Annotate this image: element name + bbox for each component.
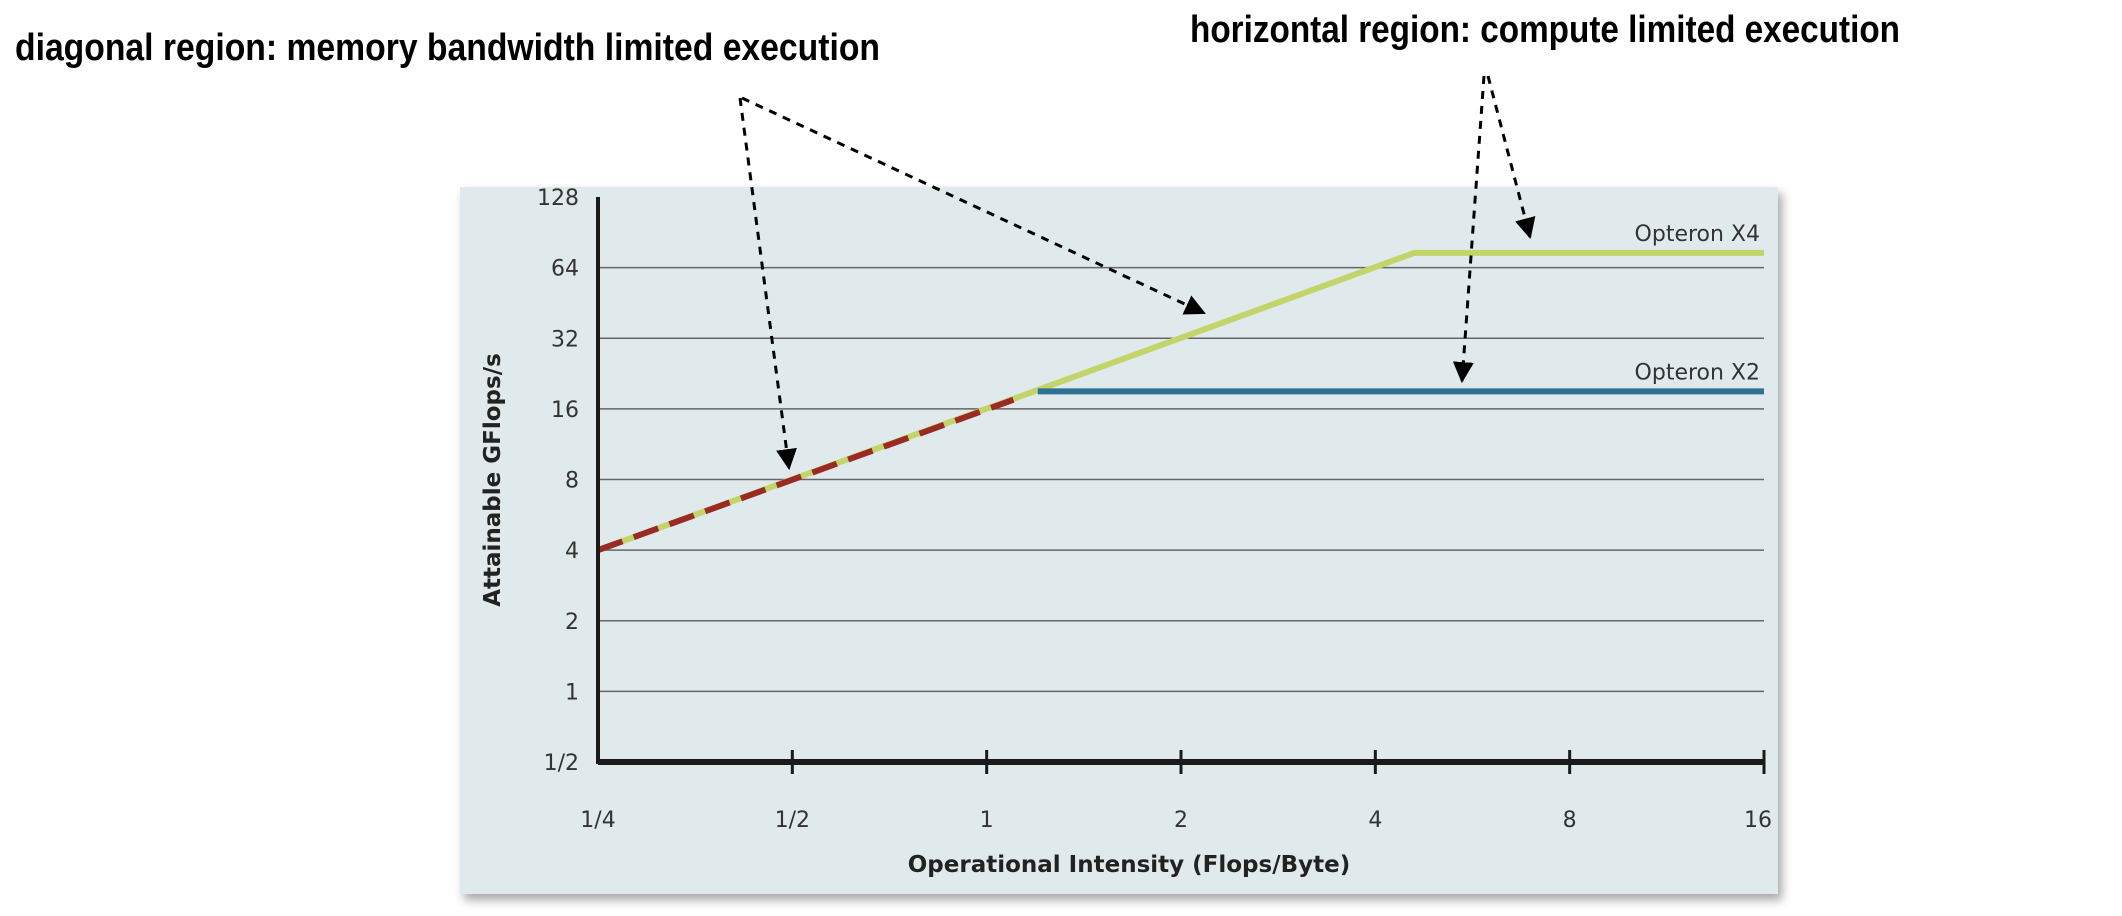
x-tick-labels: 1/4 1/2 1 2 4 8 16 bbox=[580, 808, 1772, 833]
annotation-diagonal-region: diagonal region: memory bandwidth limite… bbox=[15, 27, 880, 69]
annotation-arrows bbox=[738, 75, 1536, 471]
x-tick-label: 2 bbox=[1174, 808, 1188, 833]
x-tick-label: 1/2 bbox=[775, 808, 810, 833]
y-tick-label: 32 bbox=[551, 327, 579, 352]
arrow-horizontal-to-x4 bbox=[1486, 75, 1536, 240]
series-labels: Opteron X4 Opteron X2 bbox=[1635, 222, 1760, 386]
y-tick-label: 64 bbox=[551, 257, 579, 282]
series-label: Opteron X4 bbox=[1635, 222, 1760, 247]
y-tick-labels: 1/2 1 2 4 8 16 32 64 128 bbox=[537, 186, 579, 776]
y-tick-label: 1/2 bbox=[544, 751, 579, 776]
x-ticks bbox=[790, 750, 1766, 774]
series-layer bbox=[596, 249, 1764, 553]
y-tick-label: 16 bbox=[551, 398, 579, 423]
x-axis-title: Operational Intensity (Flops/Byte) bbox=[908, 852, 1351, 878]
arrow-horizontal-to-x2 bbox=[1452, 75, 1486, 384]
series-label: Opteron X2 bbox=[1635, 360, 1760, 385]
y-tick-label: 128 bbox=[537, 186, 579, 211]
y-axis-title: Attainable GFlops/s bbox=[480, 353, 506, 607]
x-tick-label: 16 bbox=[1744, 808, 1772, 833]
x-tick-label: 4 bbox=[1368, 808, 1382, 833]
x-tick-label: 1 bbox=[980, 808, 994, 833]
arrow-diagonal-to-upper bbox=[741, 96, 1206, 315]
chart-panel bbox=[460, 187, 1778, 894]
y-tick-label: 8 bbox=[565, 469, 579, 494]
arrow-diagonal-to-lower bbox=[738, 97, 797, 471]
y-tick-label: 2 bbox=[565, 610, 579, 635]
annotation-horizontal-region: horizontal region: compute limited execu… bbox=[1190, 9, 1900, 51]
y-tick-label: 1 bbox=[565, 680, 579, 705]
x-tick-label: 1/4 bbox=[580, 808, 615, 833]
x-tick-label: 8 bbox=[1563, 808, 1577, 833]
y-tick-label: 4 bbox=[565, 539, 579, 564]
